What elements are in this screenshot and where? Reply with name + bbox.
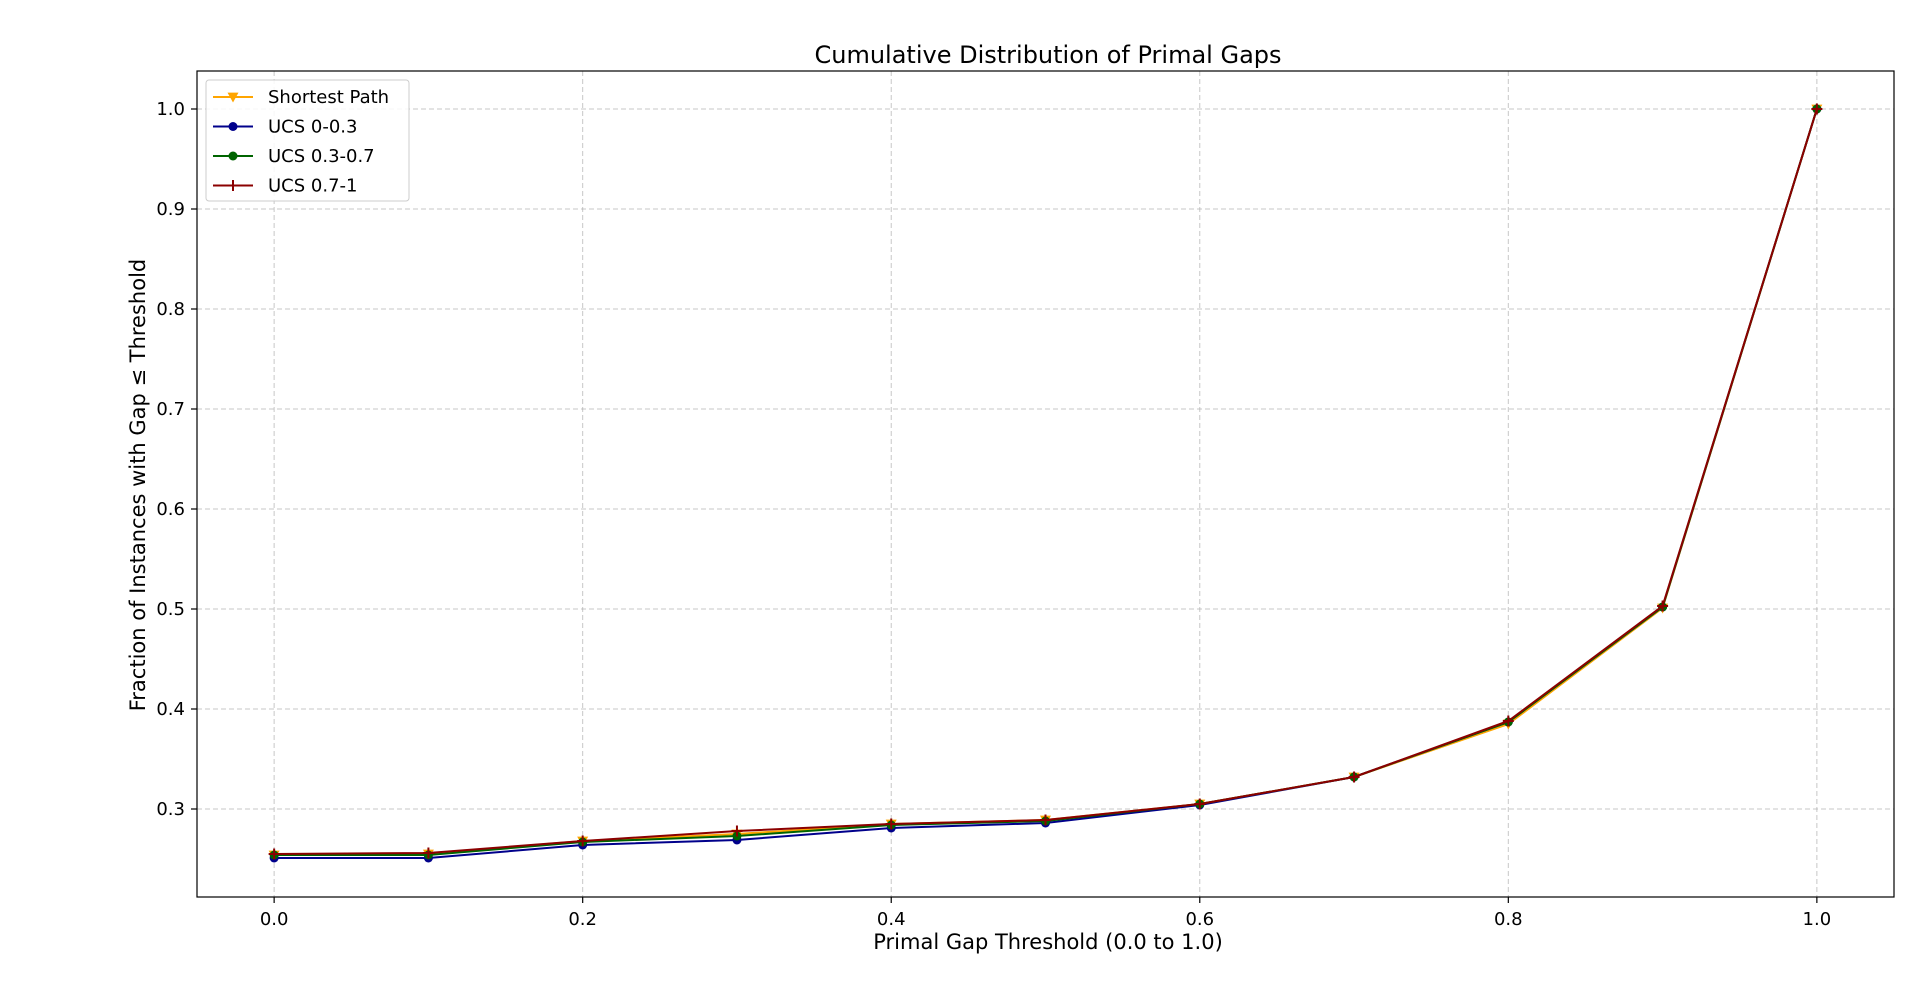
y-tick-label: 1.0 (156, 99, 185, 120)
x-tick-label: 0.8 (1494, 909, 1523, 930)
y-tick-label: 0.6 (156, 499, 185, 520)
legend-label-shortest-path: Shortest Path (268, 87, 389, 108)
x-tick-label: 1.0 (1803, 909, 1832, 930)
legend-marker-ucs-0-0-3 (229, 122, 238, 131)
y-tick-label: 0.7 (156, 399, 185, 420)
chart-title: Cumulative Distribution of Primal Gaps (814, 41, 1281, 69)
x-tick-label: 0.0 (260, 909, 289, 930)
y-tick-label: 0.4 (156, 699, 185, 720)
y-tick-label: 0.9 (156, 199, 185, 220)
y-tick-label: 0.5 (156, 599, 185, 620)
legend-label-ucs-0-3-0-7: UCS 0.3-0.7 (268, 146, 375, 167)
y-tick-label: 0.8 (156, 299, 185, 320)
legend-marker-ucs-0-3-0-7 (229, 152, 238, 161)
y-tick-label: 0.3 (156, 799, 185, 820)
x-tick-label: 0.4 (877, 909, 906, 930)
y-axis-label: Fraction of Instances with Gap ≤ Thresho… (126, 259, 150, 712)
x-tick-label: 0.6 (1185, 909, 1214, 930)
legend-label-ucs-0-0-3: UCS 0-0.3 (268, 117, 357, 138)
x-tick-label: 0.2 (568, 909, 597, 930)
legend: Shortest Path UCS 0-0.3 UCS 0.3-0.7 UCS 0.7… (206, 80, 409, 201)
legend-label-ucs-0-7-1: UCS 0.7-1 (268, 176, 357, 197)
x-axis-label: Primal Gap Threshold (0.0 to 1.0) (873, 930, 1223, 954)
